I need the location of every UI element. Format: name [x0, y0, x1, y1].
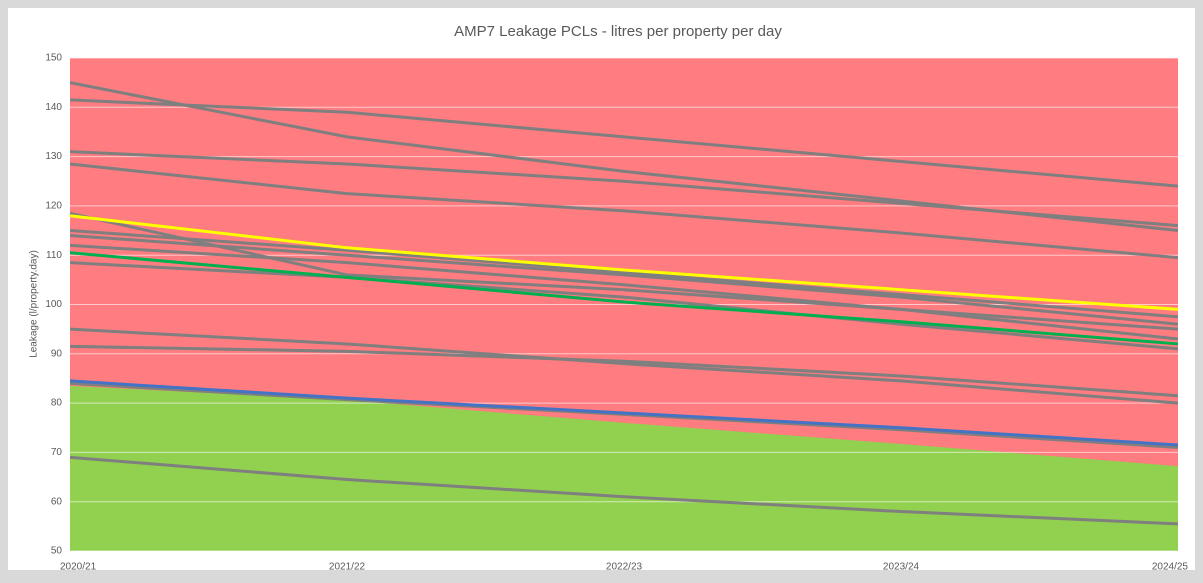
y-tick-label: 130	[45, 151, 62, 162]
y-tick-label: 90	[51, 348, 63, 359]
y-axis-label: Leakage (l/property.day)	[29, 250, 40, 358]
x-tick-label: 2021/22	[329, 562, 366, 573]
y-tick-label: 70	[51, 447, 63, 458]
series-line	[69, 455, 1179, 526]
y-tick-label: 150	[45, 53, 62, 64]
series-line	[69, 344, 1179, 398]
series-line	[69, 211, 1179, 331]
series-line	[69, 379, 1179, 447]
y-tick-label: 120	[45, 201, 62, 212]
series-line	[69, 251, 1179, 346]
x-tick-label: 2024/25	[1152, 562, 1189, 573]
series-line	[69, 162, 1179, 260]
series-line	[69, 150, 1179, 228]
series-line	[69, 233, 1179, 326]
series-line	[69, 261, 1179, 351]
series-line	[69, 229, 1179, 319]
y-tick-label: 60	[51, 496, 63, 507]
y-tick-label: 50	[51, 546, 63, 557]
area	[70, 385, 1178, 551]
y-tick-label: 110	[46, 250, 62, 261]
series-line	[69, 243, 1179, 341]
chart-title: AMP7 Leakage PCLs - litres per property …	[454, 23, 782, 40]
y-tick-label: 100	[45, 299, 62, 310]
x-tick-label: 2022/23	[606, 562, 643, 573]
series-line	[69, 327, 1179, 405]
x-tick-label: 2023/24	[883, 562, 920, 573]
series-line	[69, 214, 1179, 311]
y-tick-label: 140	[45, 102, 62, 113]
y-tick-label: 80	[51, 398, 63, 409]
series-line	[69, 98, 1179, 188]
x-tick-label: 2020/21	[60, 562, 97, 573]
